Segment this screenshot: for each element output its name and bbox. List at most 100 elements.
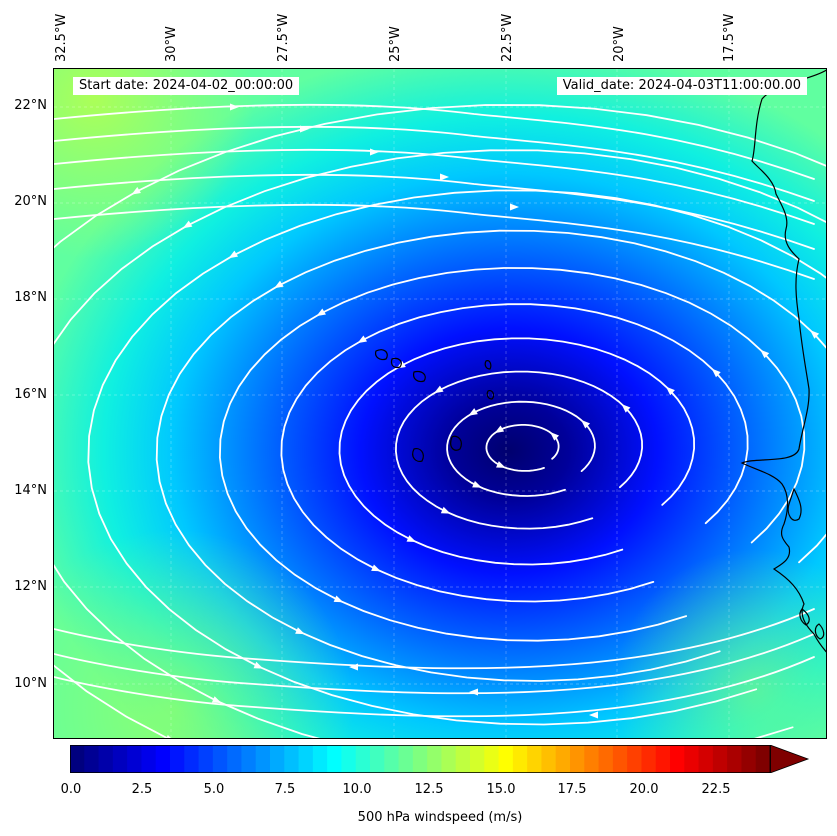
- streamline-arrow: [357, 335, 368, 344]
- streamline: [54, 126, 815, 202]
- streamline: [54, 633, 815, 695]
- lat-label: 16°N: [14, 387, 47, 402]
- lon-label: 17.5°W: [722, 13, 737, 62]
- streamline-arrow: [440, 506, 451, 514]
- streamline: [54, 608, 815, 670]
- colorbar-cell: [298, 745, 314, 773]
- colorbar-cell: [527, 745, 543, 773]
- lat-label: 10°N: [14, 676, 47, 691]
- lon-label: 30°W: [164, 26, 179, 62]
- streamline-arrows: [131, 103, 820, 738]
- colorbar-cell: [627, 745, 643, 773]
- colorbar-cell: [155, 745, 171, 773]
- streamline: [54, 104, 815, 180]
- colorbar-cell: [84, 745, 100, 773]
- streamline-arrow: [469, 688, 478, 696]
- colorbar-cell: [384, 745, 400, 773]
- colorbar-cell: [98, 745, 114, 773]
- streamline-arrow: [182, 220, 193, 229]
- streamline-arrow: [211, 696, 222, 703]
- wind-map: Start date: 2024-04-02_00:00:00 Valid_da…: [53, 68, 827, 739]
- colorbar-cell: [327, 745, 343, 773]
- colorbar-cell: [198, 745, 214, 773]
- streamline-arrow: [440, 173, 449, 181]
- streamline: [54, 656, 815, 718]
- colorbar-cell: [441, 745, 457, 773]
- colorbar-cell: [284, 745, 300, 773]
- colorbar-cell: [70, 745, 85, 773]
- colorbar-cell: [727, 745, 743, 773]
- colorbar-tick-label: 17.5: [557, 782, 587, 797]
- valid-date-label: Valid_date: 2024-04-03T11:00:00.00: [556, 77, 807, 95]
- colorbar-cell: [598, 745, 614, 773]
- streamline-arrow: [589, 711, 598, 719]
- colorbar-cell: [670, 745, 685, 773]
- streamline-arrow: [468, 408, 478, 416]
- streamline-arrow: [300, 125, 309, 133]
- colorbar-label: 500 hPa windspeed (m/s): [357, 810, 523, 825]
- colorbar-cell: [498, 745, 514, 773]
- coastline: [375, 69, 826, 653]
- streamline-arrow: [711, 368, 721, 378]
- colorbar-extend-arrow: [769, 745, 810, 773]
- lon-label: 22.5°W: [500, 13, 515, 62]
- streamline-arrow: [370, 148, 379, 156]
- streamline-arrow: [349, 663, 358, 671]
- colorbar-cell: [370, 745, 385, 773]
- streamline-arrow: [665, 386, 675, 396]
- colorbar-cell: [212, 745, 228, 773]
- colorbar-cell: [541, 745, 557, 773]
- colorbar-cell: [570, 745, 585, 773]
- colorbar-cell: [470, 745, 485, 773]
- colorbar-cell: [741, 745, 757, 773]
- colorbar-cell: [184, 745, 200, 773]
- streamline-arrow: [472, 480, 482, 488]
- streamline-arrow: [295, 627, 305, 635]
- colorbar-cell: [341, 745, 357, 773]
- lon-label: 25°W: [388, 26, 403, 62]
- colorbar-cell: [512, 745, 528, 773]
- colorbar-cell: [555, 745, 571, 773]
- colorbar-cell: [684, 745, 700, 773]
- lon-label: 20°W: [612, 26, 627, 62]
- colorbar-cell: [755, 745, 771, 773]
- lat-label: 14°N: [14, 483, 47, 498]
- colorbar-cell: [141, 745, 157, 773]
- colorbar-tick-label: 20.0: [629, 782, 659, 797]
- colorbar-tick-label: 7.5: [274, 782, 296, 797]
- streamline: [54, 149, 815, 225]
- colorbar-cell: [355, 745, 371, 773]
- colorbar-cell: [641, 745, 657, 773]
- colorbar-cells: [70, 745, 771, 773]
- streamline-arrow: [230, 103, 239, 111]
- colorbar: [70, 745, 810, 773]
- streamline-arrow: [510, 203, 519, 211]
- streamline-arrow: [810, 330, 820, 339]
- colorbar-cell: [241, 745, 257, 773]
- colorbar-cell: [712, 745, 728, 773]
- colorbar-cell: [127, 745, 143, 773]
- lat-label: 18°N: [14, 290, 47, 305]
- streamline-arrow: [253, 661, 264, 669]
- colorbar-tick-label: 12.5: [414, 782, 444, 797]
- streamline-arrow: [550, 432, 560, 441]
- streamline-arrow: [228, 250, 239, 259]
- streamline-arrow: [406, 535, 417, 542]
- streamline-arrow: [494, 425, 505, 434]
- streamline-arrow: [274, 280, 284, 289]
- colorbar-cell: [255, 745, 271, 773]
- colorbar-cell: [270, 745, 285, 773]
- colorbar-cell: [484, 745, 500, 773]
- streamline-arrow: [371, 564, 381, 572]
- colorbar-tick-label: 22.5: [701, 782, 731, 797]
- streamline-arrow: [333, 595, 344, 603]
- lon-label: 27.5°W: [276, 13, 291, 62]
- colorbar-cell: [112, 745, 128, 773]
- colorbar-tick-label: 15.0: [486, 782, 516, 797]
- colorbar-cell: [584, 745, 600, 773]
- colorbar-cell: [227, 745, 243, 773]
- streamline-arrow: [581, 419, 591, 429]
- streamline-arrow: [131, 186, 141, 195]
- streamline-arrow: [434, 385, 444, 394]
- colorbar-cell: [398, 745, 414, 773]
